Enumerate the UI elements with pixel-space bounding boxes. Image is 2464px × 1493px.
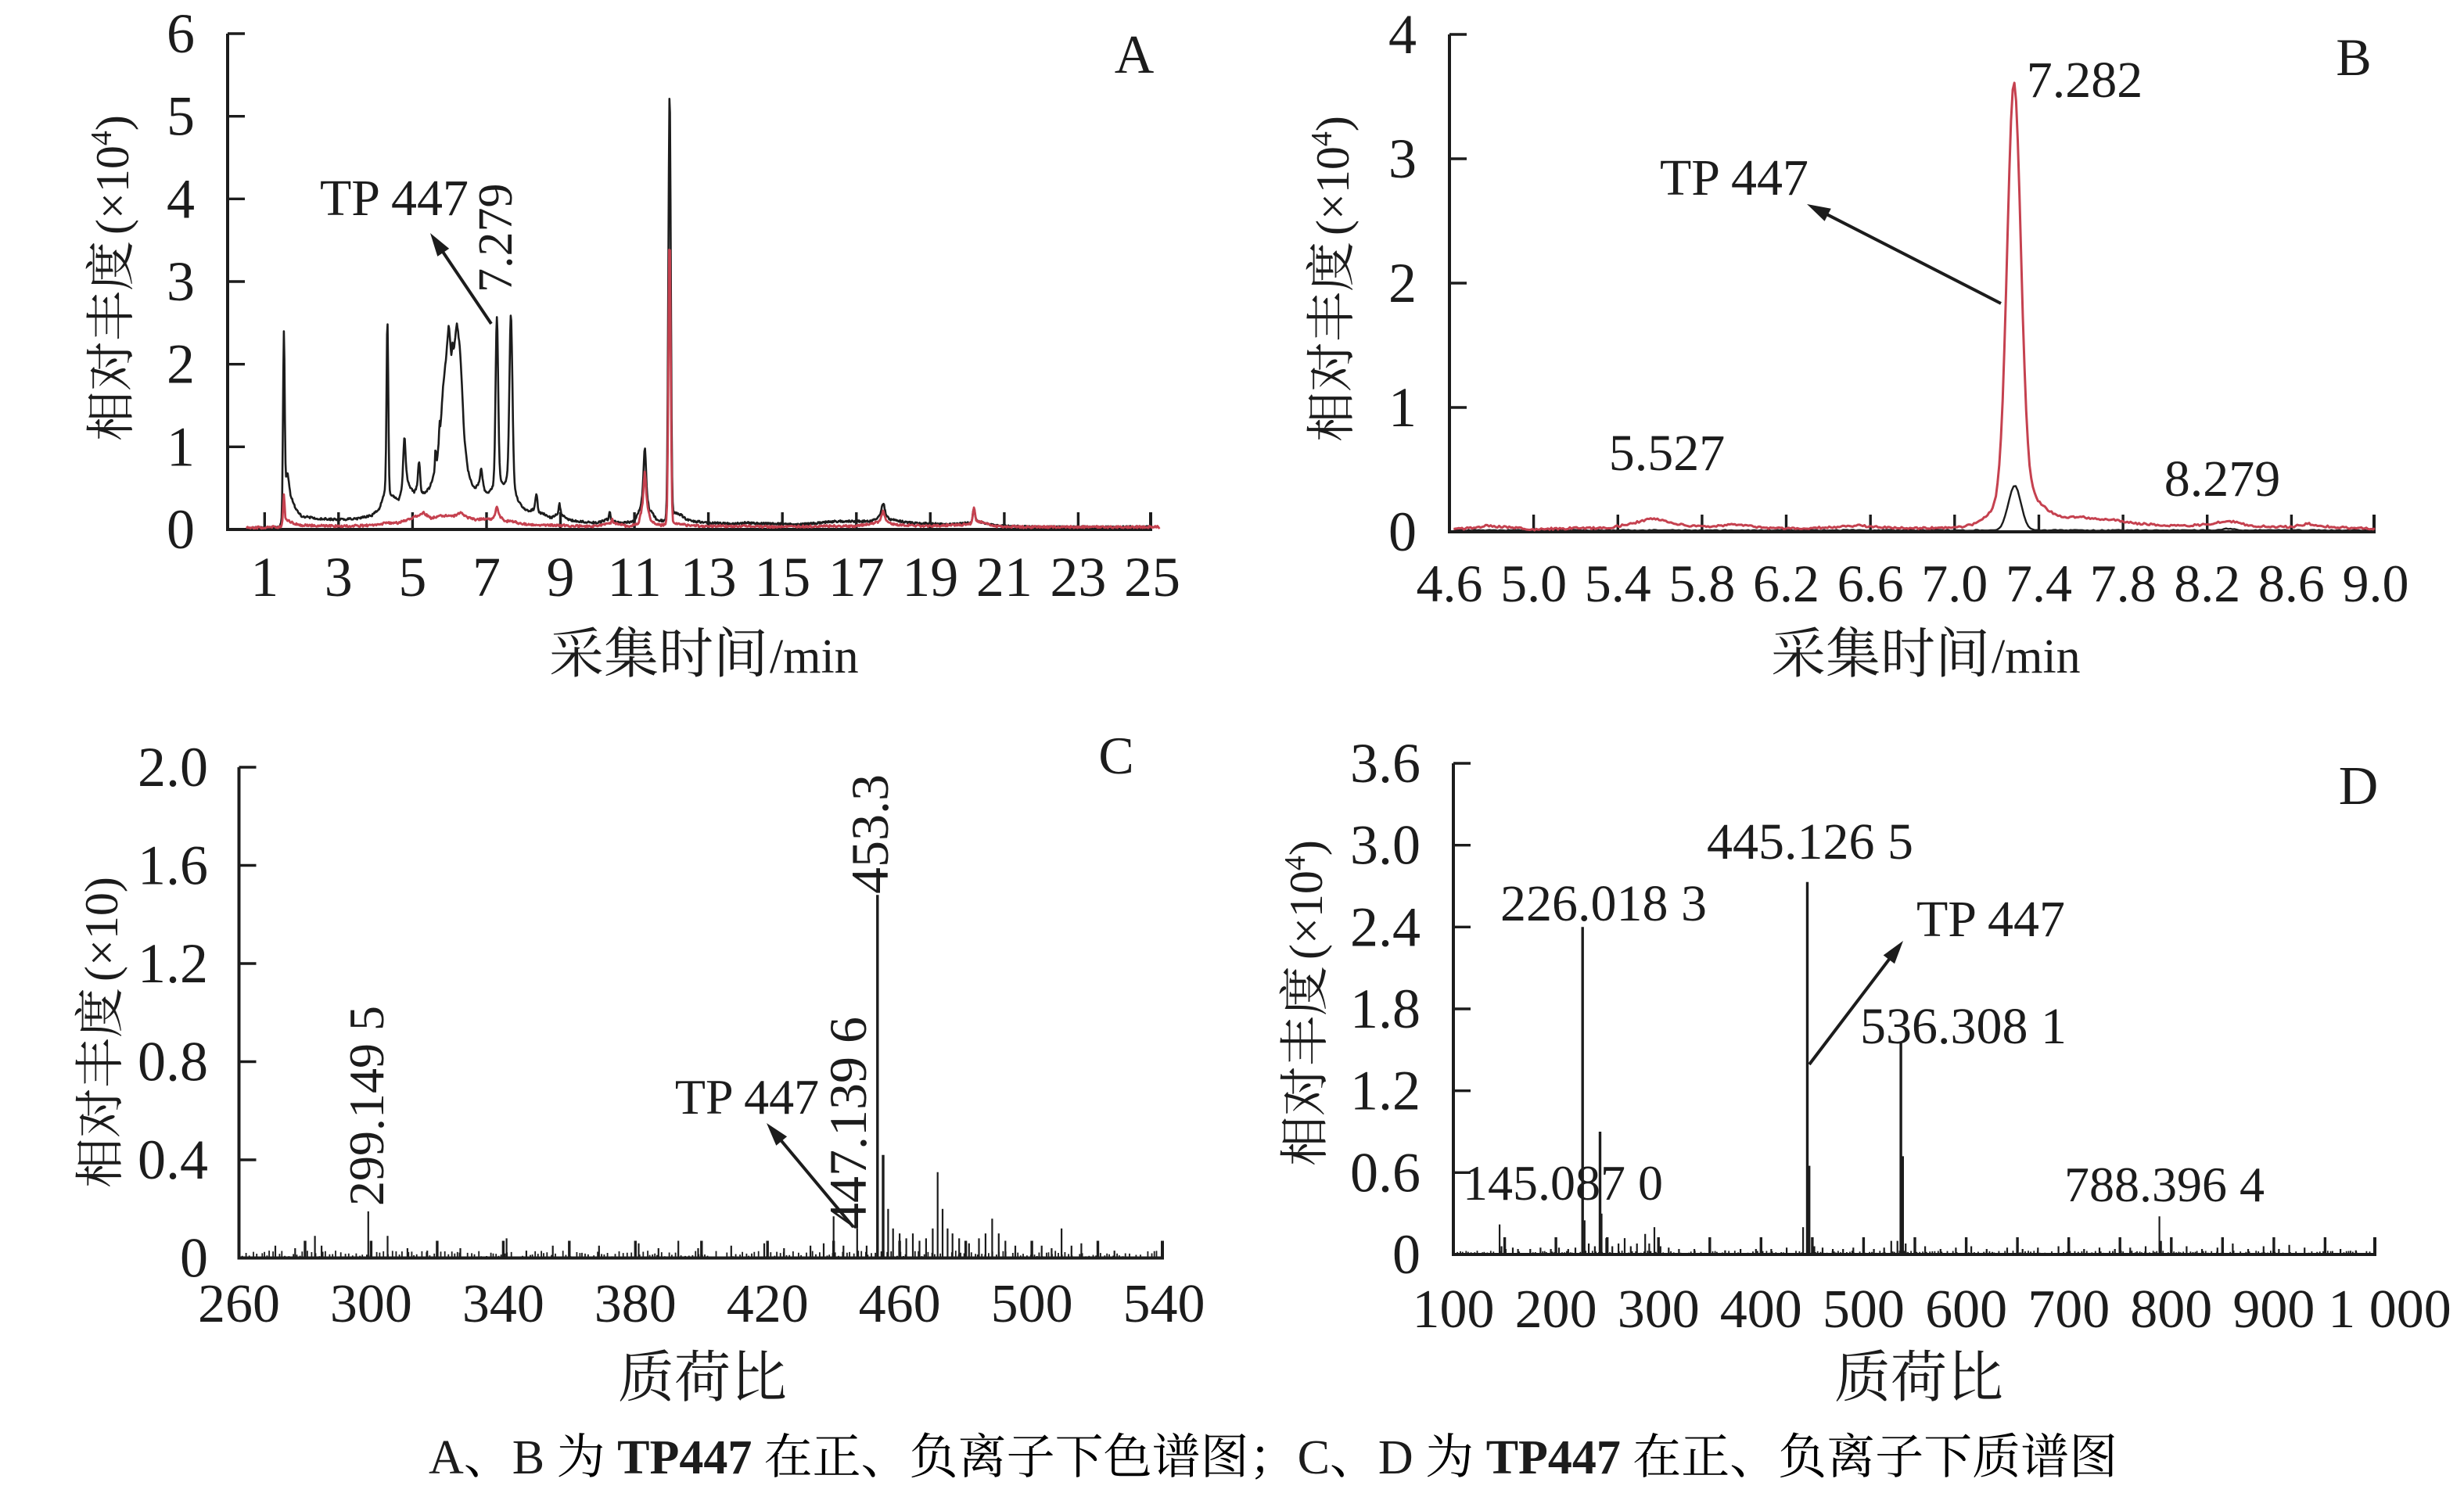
svg-text:600: 600 [1925,1279,2007,1340]
svg-text:1.8: 1.8 [1350,978,1421,1040]
svg-text:3: 3 [1388,127,1417,190]
svg-text:300: 300 [330,1274,412,1334]
svg-text:C: C [1098,726,1133,785]
svg-text:7.0: 7.0 [1921,554,1988,613]
svg-text:A: A [1115,25,1155,85]
svg-text:23: 23 [1050,546,1106,608]
svg-text:3: 3 [325,546,353,608]
svg-text:1.2: 1.2 [138,932,208,995]
svg-text:1: 1 [250,546,278,608]
svg-text:0.8: 0.8 [138,1031,208,1093]
svg-text:2: 2 [167,333,195,396]
svg-text:1: 1 [1388,376,1417,439]
svg-text:C: C [1298,1431,1330,1484]
svg-text:TP 447: TP 447 [675,1069,819,1125]
svg-text:400: 400 [1720,1279,1802,1340]
svg-text:0: 0 [167,498,195,561]
svg-text:4.6: 4.6 [1417,554,1483,613]
svg-text:1.6: 1.6 [138,834,208,897]
svg-text:8.279: 8.279 [2164,450,2281,508]
svg-text:5.8: 5.8 [1668,554,1735,613]
svg-text:5: 5 [398,546,426,608]
svg-text:145.087 0: 145.087 0 [1463,1155,1663,1211]
svg-text:21: 21 [976,546,1033,608]
svg-text:(×10): (×10) [76,877,128,982]
svg-text:1 000: 1 000 [2328,1279,2451,1340]
svg-text:0: 0 [180,1227,208,1290]
svg-text:420: 420 [727,1274,809,1334]
svg-text:0.6: 0.6 [1350,1141,1421,1204]
svg-text:1.2: 1.2 [1350,1060,1421,1122]
svg-text:500: 500 [1823,1279,1905,1340]
svg-text:5.4: 5.4 [1585,554,1651,613]
svg-text:7.282: 7.282 [2027,52,2143,109]
svg-text:536.308 1: 536.308 1 [1860,998,2067,1055]
svg-text:/min: /min [1992,630,2081,684]
svg-text:340: 340 [462,1274,544,1334]
svg-text:2.4: 2.4 [1350,895,1421,958]
svg-text:2: 2 [1388,252,1417,314]
svg-text:453.3: 453.3 [840,774,900,894]
svg-text:788.396 4: 788.396 4 [2064,1157,2265,1212]
svg-text:17: 17 [828,546,885,608]
svg-text:5: 5 [167,85,195,148]
svg-text:TP447: TP447 [1486,1431,1621,1484]
svg-text:300: 300 [1618,1279,1700,1340]
svg-text:25: 25 [1124,546,1180,608]
svg-text:200: 200 [1515,1279,1597,1340]
svg-text:A: A [429,1431,464,1484]
svg-text:(×104): (×104) [1306,116,1359,235]
svg-text:460: 460 [859,1274,941,1334]
svg-text:D: D [1378,1431,1413,1484]
svg-text:TP 447: TP 447 [1916,891,2065,948]
svg-text:0: 0 [1388,501,1417,563]
svg-text:3.0: 3.0 [1350,814,1421,877]
svg-text:380: 380 [594,1274,677,1334]
svg-text:15: 15 [754,546,810,608]
svg-text:3: 3 [167,250,195,313]
svg-text:TP 447: TP 447 [320,170,469,227]
svg-text:299.149 5: 299.149 5 [339,1006,394,1206]
svg-text:13: 13 [681,546,737,608]
svg-text:19: 19 [902,546,958,608]
svg-text:7: 7 [472,546,501,608]
svg-text:700: 700 [2028,1279,2110,1340]
svg-text:4: 4 [167,167,195,230]
svg-text:5.527: 5.527 [1609,425,1726,482]
svg-text:8.2: 8.2 [2174,554,2240,613]
svg-text:100: 100 [1413,1279,1495,1340]
svg-text:6.2: 6.2 [1753,554,1819,613]
svg-text:800: 800 [2130,1279,2212,1340]
svg-text:1: 1 [167,415,195,478]
svg-text:7.279: 7.279 [469,184,523,293]
svg-text:7.8: 7.8 [2090,554,2157,613]
svg-text:0.4: 0.4 [138,1129,208,1191]
svg-text:TP 447: TP 447 [1660,149,1808,206]
svg-text:9.0: 9.0 [2343,554,2409,613]
svg-text:(×104): (×104) [1279,840,1332,960]
svg-text:2.0: 2.0 [138,736,208,799]
svg-text:3.6: 3.6 [1350,732,1421,795]
svg-text:/min: /min [770,630,859,684]
svg-text:B: B [512,1431,544,1484]
svg-text:5.0: 5.0 [1500,554,1567,613]
svg-text:9: 9 [547,546,575,608]
svg-text:500: 500 [991,1274,1073,1334]
svg-text:8.6: 8.6 [2258,554,2325,613]
svg-text:11: 11 [607,546,661,608]
svg-text:B: B [2336,27,2371,87]
svg-text:6.6: 6.6 [1837,554,1904,613]
svg-text:900: 900 [2232,1279,2315,1340]
svg-text:0: 0 [1392,1223,1421,1286]
svg-text:4: 4 [1388,3,1417,66]
svg-text:7.4: 7.4 [2006,554,2072,613]
svg-text:260: 260 [198,1274,280,1334]
svg-text:D: D [2339,756,2379,816]
svg-text:226.018 3: 226.018 3 [1500,875,1707,932]
svg-text:TP447: TP447 [617,1431,752,1484]
svg-text:447.139 6: 447.139 6 [818,1017,878,1229]
svg-text:540: 540 [1123,1274,1205,1334]
svg-text:6: 6 [167,2,195,65]
svg-text:445.126 5: 445.126 5 [1707,813,1913,870]
